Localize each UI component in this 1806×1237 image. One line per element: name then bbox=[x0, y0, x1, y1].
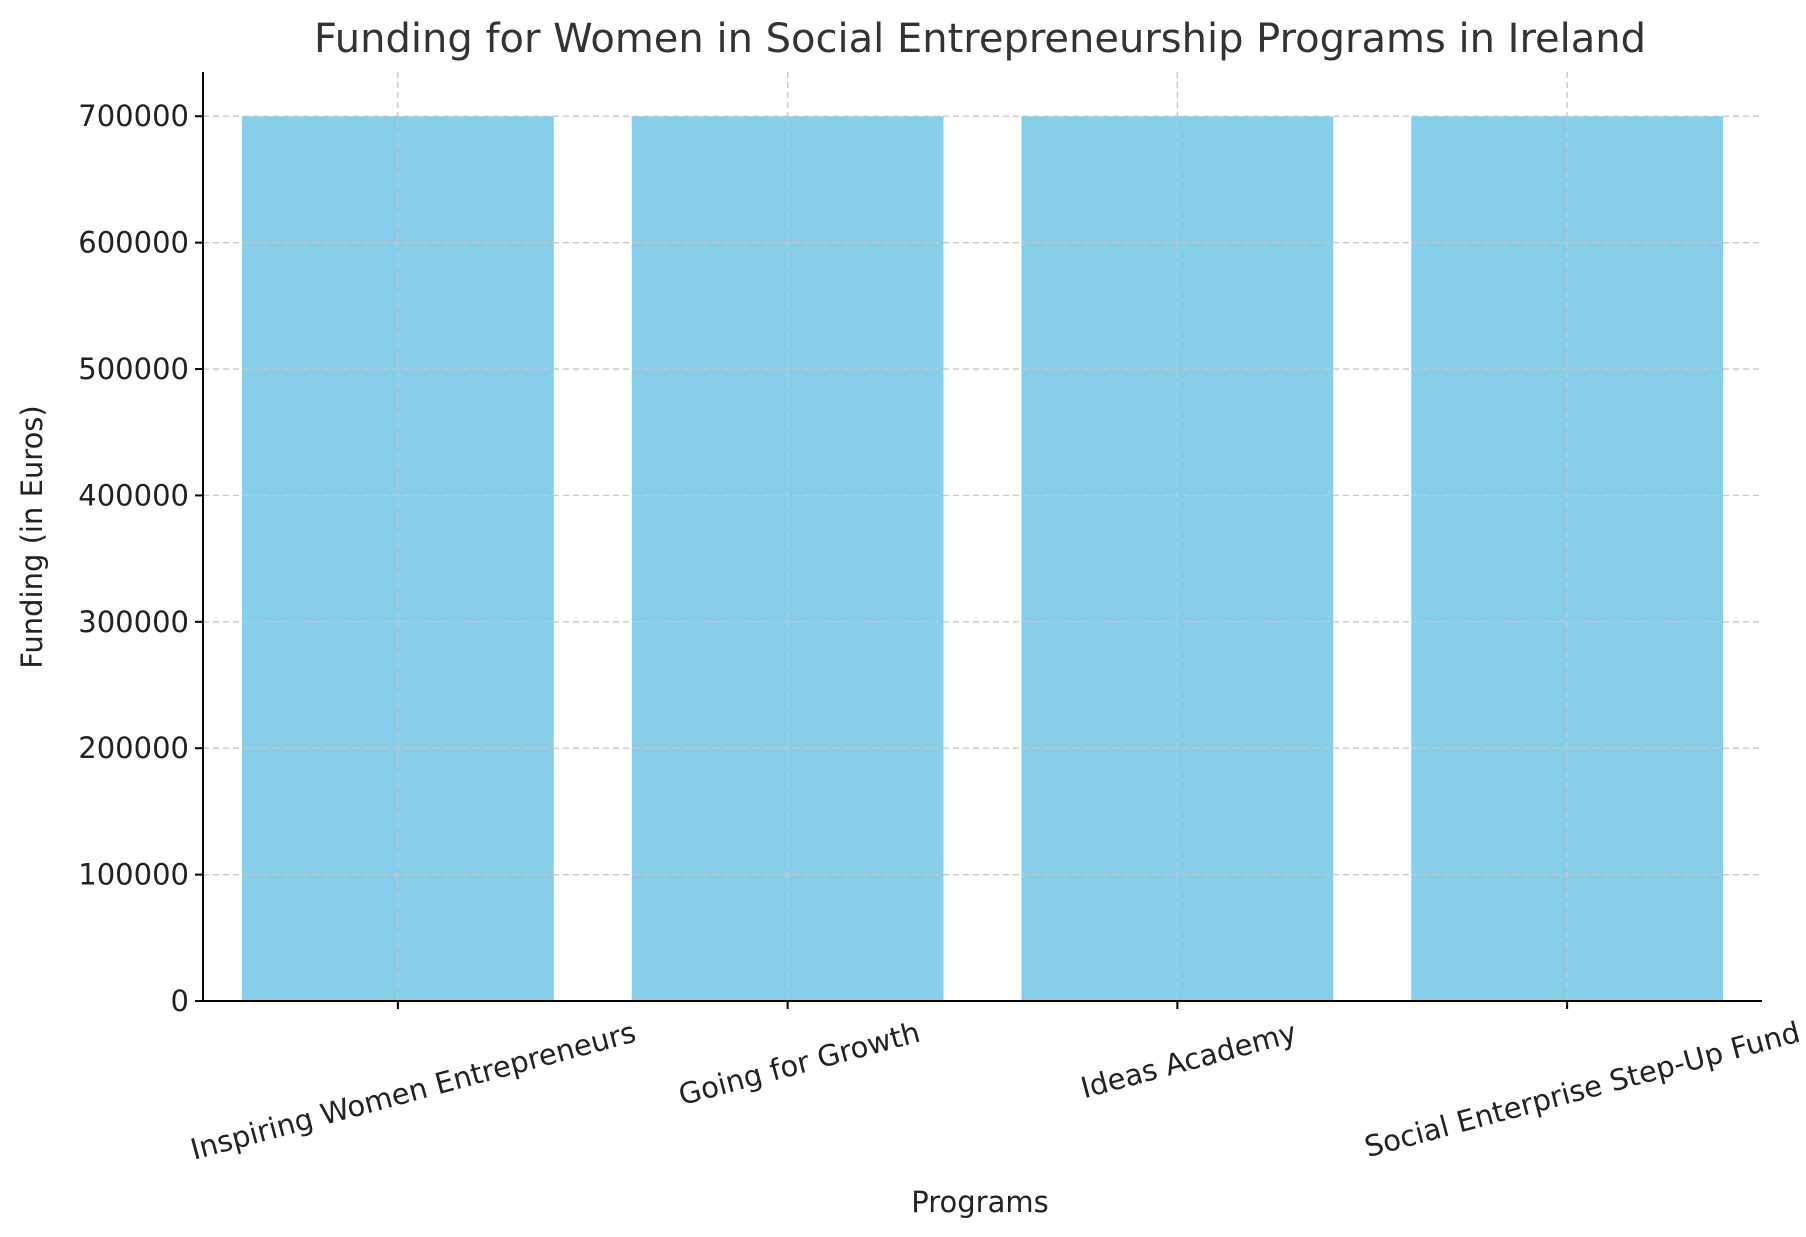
x-tick-label: Going for Growth bbox=[675, 1015, 924, 1112]
y-tick-label: 100000 bbox=[78, 858, 189, 892]
bar bbox=[1411, 116, 1724, 1001]
x-axis-label: Programs bbox=[911, 1185, 1048, 1219]
y-tick-label: 200000 bbox=[78, 731, 189, 765]
bar bbox=[241, 116, 554, 1001]
y-axis-label: Funding (in Euros) bbox=[15, 405, 49, 668]
x-tick-label: Social Enterprise Step-Up Fund bbox=[1361, 1015, 1804, 1164]
x-tick-label: Inspiring Women Entrepreneurs bbox=[187, 1015, 639, 1167]
y-tick-label: 300000 bbox=[78, 605, 189, 639]
x-tick-label: Ideas Academy bbox=[1077, 1015, 1300, 1105]
y-tick-label: 0 bbox=[171, 984, 189, 1018]
y-tick-label: 600000 bbox=[78, 226, 189, 260]
y-tick-label: 700000 bbox=[78, 99, 189, 133]
grid-overlay bbox=[203, 72, 1762, 1002]
bar bbox=[1021, 116, 1334, 1001]
chart-title: Funding for Women in Social Entrepreneur… bbox=[314, 16, 1646, 62]
bar bbox=[631, 116, 944, 1001]
axes bbox=[195, 72, 1762, 1009]
bars bbox=[241, 116, 1724, 1001]
y-tick-label: 500000 bbox=[78, 352, 189, 386]
y-tick-label: 400000 bbox=[78, 478, 189, 512]
